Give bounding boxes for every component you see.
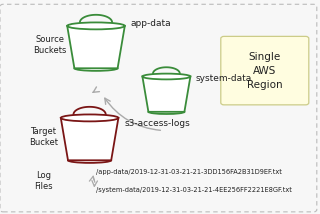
Ellipse shape <box>148 110 184 114</box>
Text: /system-data/2019-12-31-03-21-21-4EE256FF2221E8GF.txt: /system-data/2019-12-31-03-21-21-4EE256F… <box>96 187 292 193</box>
Text: system-data: system-data <box>196 74 252 83</box>
Text: s3-access-logs: s3-access-logs <box>124 119 190 128</box>
FancyBboxPatch shape <box>0 4 317 212</box>
Ellipse shape <box>67 22 125 29</box>
Text: /app-data/2019-12-31-03-21-21-3DD156FA2B31D9EF.txt: /app-data/2019-12-31-03-21-21-3DD156FA2B… <box>96 169 282 175</box>
Ellipse shape <box>142 74 190 79</box>
Ellipse shape <box>75 66 118 71</box>
Ellipse shape <box>68 158 111 163</box>
FancyBboxPatch shape <box>221 36 309 105</box>
Text: app-data: app-data <box>131 19 172 28</box>
Ellipse shape <box>61 114 118 121</box>
Text: Target
Bucket: Target Bucket <box>29 127 58 147</box>
Text: Single
AWS
Region: Single AWS Region <box>247 52 283 90</box>
Text: Source
Buckets: Source Buckets <box>33 35 66 55</box>
Polygon shape <box>67 26 125 68</box>
Polygon shape <box>142 77 190 112</box>
Text: Log
Files: Log Files <box>34 171 52 191</box>
Polygon shape <box>61 118 118 160</box>
